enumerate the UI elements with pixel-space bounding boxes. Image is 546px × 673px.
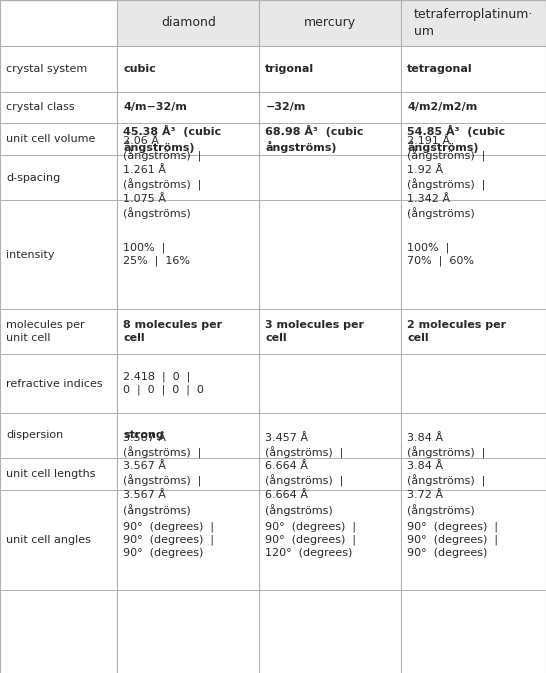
Text: 3.567 Å
(ångströms)  |
3.567 Å
(ångströms)  |
3.567 Å
(ångströms): 3.567 Å (ångströms) | 3.567 Å (ångströms… [123, 433, 202, 516]
Text: 8 molecules per
cell: 8 molecules per cell [123, 320, 223, 343]
Text: 4/m−32/m: 4/m−32/m [123, 102, 187, 112]
Bar [117, 0, 259, 46]
Bar [0, 355, 546, 413]
Text: 90°  (degrees)  |
90°  (degrees)  |
90°  (degrees): 90° (degrees) | 90° (degrees) | 90° (deg… [407, 522, 498, 558]
Bar [259, 0, 401, 46]
Bar [401, 0, 546, 46]
Text: refractive indices: refractive indices [6, 378, 103, 388]
Bar [0, 309, 546, 355]
Text: 54.85 Å³  (cubic
ångströms): 54.85 Å³ (cubic ångströms) [407, 125, 506, 153]
Text: −32/m: −32/m [265, 102, 306, 112]
Text: 45.38 Å³  (cubic
ångströms): 45.38 Å³ (cubic ångströms) [123, 125, 222, 153]
Bar [0, 458, 546, 490]
Text: 3.84 Å
(ångströms)  |
3.84 Å
(ångströms)  |
3.72 Å
(ångströms): 3.84 Å (ångströms) | 3.84 Å (ångströms) … [407, 433, 486, 516]
Text: molecules per
unit cell: molecules per unit cell [6, 320, 85, 343]
Text: 2.191 Å
(ångströms)  |
1.92 Å
(ångströms)  |
1.342 Å
(ångströms): 2.191 Å (ångströms) | 1.92 Å (ångströms)… [407, 136, 486, 219]
Bar [0, 92, 546, 123]
Text: 2 molecules per
cell: 2 molecules per cell [407, 320, 507, 343]
Bar [0, 123, 546, 155]
Text: 2.418  |  0  |
0  |  0  |  0  |  0: 2.418 | 0 | 0 | 0 | 0 | 0 [123, 371, 204, 396]
Text: 68.98 Å³  (cubic
ångströms): 68.98 Å³ (cubic ångströms) [265, 125, 364, 153]
Text: 2.06 Å
(ångströms)  |
1.261 Å
(ångströms)  |
1.075 Å
(ångströms): 2.06 Å (ångströms) | 1.261 Å (ångströms)… [123, 136, 202, 219]
Text: crystal class: crystal class [6, 102, 75, 112]
Bar [0, 46, 546, 92]
Text: dispersion: dispersion [6, 431, 63, 441]
Text: tetragonal: tetragonal [407, 64, 473, 73]
Text: 3 molecules per
cell: 3 molecules per cell [265, 320, 364, 343]
Bar [0, 201, 546, 309]
Bar [0, 490, 546, 590]
Text: 3.457 Å
(ångströms)  |
6.664 Å
(ångströms)  |
6.664 Å
(ångströms): 3.457 Å (ångströms) | 6.664 Å (ångströms… [265, 433, 344, 516]
Text: mercury: mercury [304, 16, 357, 30]
Text: 4/m2/m2/m: 4/m2/m2/m [407, 102, 478, 112]
Text: 100%  |
70%  |  60%: 100% | 70% | 60% [407, 243, 474, 267]
Text: unit cell volume: unit cell volume [6, 134, 96, 144]
Text: tetraferroplatinum·
um: tetraferroplatinum· um [414, 8, 533, 38]
Text: crystal system: crystal system [6, 64, 87, 73]
Text: intensity: intensity [6, 250, 55, 260]
Text: strong: strong [123, 431, 164, 441]
Text: d-spacing: d-spacing [6, 172, 60, 182]
Text: 90°  (degrees)  |
90°  (degrees)  |
120°  (degrees): 90° (degrees) | 90° (degrees) | 120° (de… [265, 522, 357, 558]
Bar [0, 413, 546, 458]
Text: cubic: cubic [123, 64, 156, 73]
Text: unit cell angles: unit cell angles [6, 535, 91, 545]
Bar [0, 155, 546, 201]
Text: 100%  |
25%  |  16%: 100% | 25% | 16% [123, 243, 191, 267]
Text: unit cell lengths: unit cell lengths [6, 469, 96, 479]
Text: 90°  (degrees)  |
90°  (degrees)  |
90°  (degrees): 90° (degrees) | 90° (degrees) | 90° (deg… [123, 522, 215, 558]
Text: trigonal: trigonal [265, 64, 314, 73]
Text: diamond: diamond [161, 16, 216, 30]
